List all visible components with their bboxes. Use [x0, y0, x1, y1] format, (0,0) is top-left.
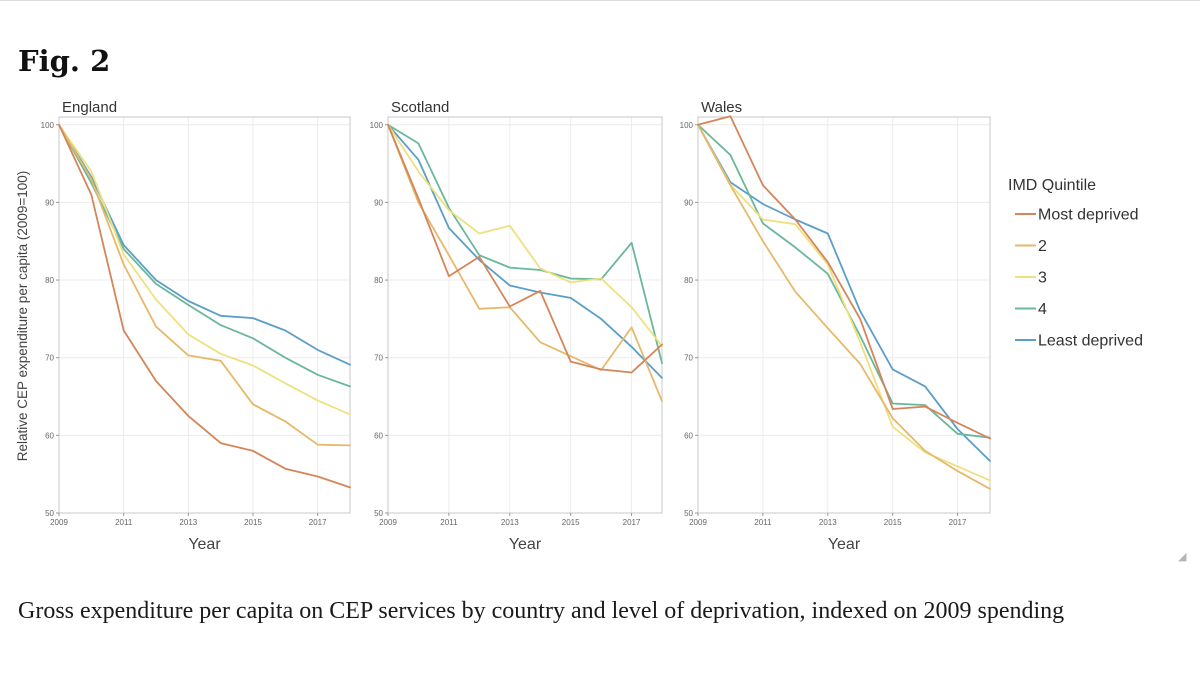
legend-item: 3: [1015, 270, 1047, 287]
series-line-4: [387, 123, 663, 365]
y-tick-label: 50: [684, 509, 693, 518]
x-axis-label: Year: [828, 536, 861, 553]
legend-label: 3: [1038, 270, 1047, 287]
panel-england: England 50 60 70 80 90 100 2009 2011 2013 2015 2017…: [41, 99, 351, 553]
legend-item: Most deprived: [1015, 207, 1139, 224]
chart: Relative CEP expenditure per capita (200…: [15, 99, 1143, 553]
y-tick-label: 100: [41, 121, 55, 130]
x-tick-label: 2009: [379, 518, 397, 527]
x-tick-label: 2013: [179, 518, 197, 527]
series-line-least-deprived: [697, 123, 991, 462]
x-tick-label: 2011: [440, 518, 458, 527]
y-tick-label: 80: [684, 276, 693, 285]
panel-scotland: Scotland 50 60 70 80 90 100 2009 2011 2013 2015 201…: [370, 99, 663, 553]
x-tick-label: 2011: [754, 518, 772, 527]
x-tick-label: 2015: [244, 518, 262, 527]
y-tick-label: 50: [45, 509, 54, 518]
y-tick-label: 90: [45, 198, 54, 207]
y-tick-label: 50: [374, 509, 383, 518]
panel-frame: [58, 116, 351, 514]
y-tick-label: 70: [374, 354, 383, 363]
chart-panels: England 50 60 70 80 90 100 2009 2011 2013 2015 2017…: [41, 99, 991, 553]
legend-label: Most deprived: [1038, 207, 1139, 224]
y-tick-label: 100: [370, 121, 384, 130]
legend: IMD Quintile Most deprived 2 3 4 Least depriv…: [1008, 177, 1143, 350]
panel-frame: [697, 116, 991, 514]
series-line-3: [697, 123, 991, 482]
legend-item: Least deprived: [1015, 333, 1143, 350]
panel-title: Wales: [701, 99, 742, 116]
series-line-2: [58, 123, 351, 447]
legend-title: IMD Quintile: [1008, 177, 1096, 194]
resize-grip-icon: ◢: [1178, 550, 1187, 563]
legend-label: 4: [1038, 301, 1047, 318]
x-axis-label: Year: [509, 536, 542, 553]
y-tick-label: 70: [684, 354, 693, 363]
series-line-most-deprived: [697, 115, 991, 440]
series-line-most-deprived: [387, 123, 663, 374]
x-tick-label: 2015: [562, 518, 580, 527]
y-tick-label: 90: [374, 198, 383, 207]
top-divider: [0, 0, 1200, 1]
series-line-3: [58, 123, 351, 416]
series-line-least-deprived: [387, 123, 663, 379]
y-tick-label: 60: [684, 431, 693, 440]
panel-frame: [387, 116, 663, 514]
legend-label: 2: [1038, 238, 1047, 255]
y-tick-label: 100: [680, 121, 694, 130]
x-tick-label: 2017: [949, 518, 967, 527]
x-tick-label: 2015: [884, 518, 902, 527]
x-tick-label: 2011: [115, 518, 133, 527]
y-tick-label: 90: [684, 198, 693, 207]
series-line-2: [697, 123, 991, 490]
y-tick-label: 70: [45, 354, 54, 363]
series-line-4: [697, 123, 991, 439]
figure-label: Fig. 2: [18, 44, 111, 78]
panel-title: Scotland: [391, 99, 449, 116]
panel-wales: Wales 50 60 70 80 90 100 2009 2011 2013 2015 2017 Ye…: [680, 99, 991, 553]
y-tick-label: 60: [45, 431, 54, 440]
series-line-most-deprived: [58, 123, 351, 489]
series-line-4: [58, 123, 351, 388]
x-tick-label: 2017: [623, 518, 641, 527]
figure-caption: Gross expenditure per capita on CEP serv…: [18, 598, 1065, 624]
y-tick-label: 60: [374, 431, 383, 440]
legend-label: Least deprived: [1038, 333, 1143, 350]
x-tick-label: 2013: [819, 518, 837, 527]
y-tick-label: 80: [374, 276, 383, 285]
panel-title: England: [62, 99, 117, 116]
legend-item: 4: [1015, 301, 1047, 318]
series-line-2: [387, 123, 663, 403]
x-axis-label: Year: [188, 536, 221, 553]
y-tick-label: 80: [45, 276, 54, 285]
x-tick-label: 2017: [309, 518, 327, 527]
x-tick-label: 2013: [501, 518, 519, 527]
x-tick-label: 2009: [689, 518, 707, 527]
series-line-3: [387, 123, 663, 348]
y-axis-label: Relative CEP expenditure per capita (200…: [15, 171, 30, 462]
x-tick-label: 2009: [50, 518, 68, 527]
legend-item: 2: [1015, 238, 1047, 255]
